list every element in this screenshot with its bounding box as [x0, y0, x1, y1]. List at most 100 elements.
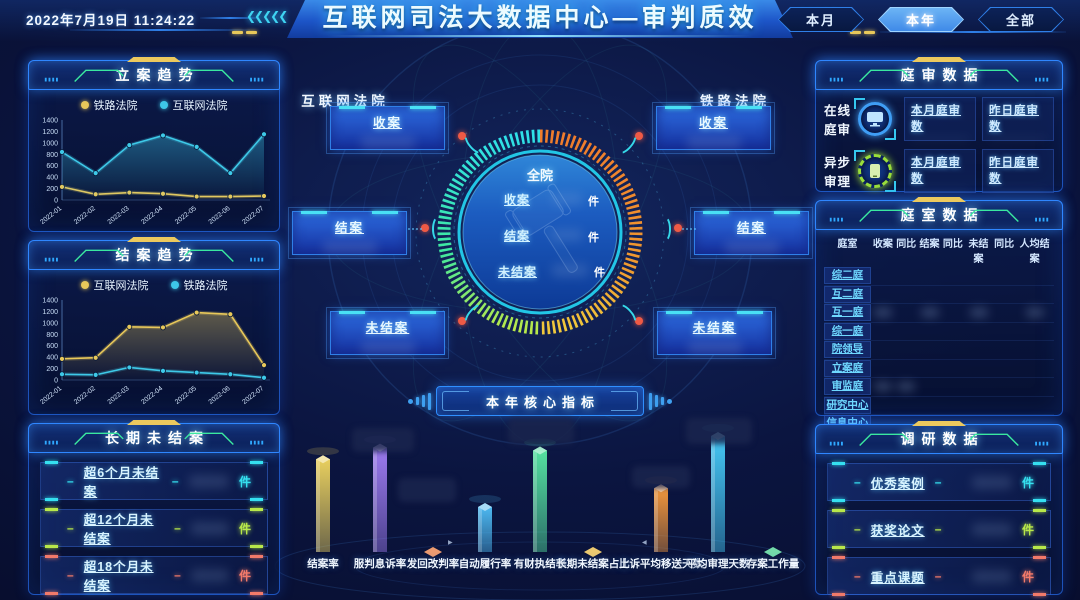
blurred-value	[971, 569, 1012, 583]
dept-column-header: 庭室	[837, 239, 858, 250]
dept-table-body: 综二庭互二庭互一庭综一庭院领导立案庭审监庭研究中心信息中心	[824, 267, 1054, 434]
panel-title: 庭室数据	[900, 207, 985, 223]
award-papers-link[interactable]: 获奖论文	[870, 523, 925, 538]
gauge-closed-link[interactable]: 结案	[504, 229, 531, 243]
header-underline-right	[880, 31, 1066, 33]
range-button-all[interactable]: 全部	[978, 7, 1064, 32]
internet-intake-box: 收案	[326, 102, 449, 154]
yesterday-hearing-count-link[interactable]: 昨日庭审数	[989, 105, 1039, 133]
dept-row-link[interactable]: 综二庭	[831, 269, 864, 282]
railway-intake-link[interactable]: 收案	[698, 116, 728, 130]
panel-title: 结案趋势	[115, 247, 200, 263]
legend-item[interactable]: 互联网法院	[159, 97, 228, 113]
blurred-tooltip	[686, 418, 752, 444]
core-metric-label: 发回改判率	[406, 558, 460, 570]
connector-line	[682, 228, 696, 230]
core-metric-label: 自动履行率	[458, 558, 512, 570]
range-button-year[interactable]: 本年	[878, 7, 964, 32]
dept-column-header: 结案	[919, 239, 940, 250]
tablet-icon	[854, 150, 896, 192]
gauge-pending-link[interactable]: 未结案	[498, 265, 538, 279]
panel-research-data: 调研数据 – 优秀案例 – 件 – 获奖论文 – 件 – 重点课题 – 件	[815, 424, 1063, 596]
legend-item[interactable]: 铁路法院	[170, 277, 228, 293]
panel-frame-decoration	[829, 209, 1049, 223]
dept-row-link[interactable]: 研究中心	[826, 398, 869, 411]
filing-trend-chart[interactable]: 0 200 400 600 800 1000 1200 1400 2022-01 2022-02 2…	[32, 114, 278, 226]
monitor-icon	[854, 98, 896, 140]
svg-text:1400: 1400	[42, 118, 58, 125]
legend-item[interactable]: 互联网法院	[80, 277, 149, 293]
dept-column-header: 同比	[942, 239, 963, 250]
dept-column-header: 同比	[896, 239, 917, 250]
svg-text:2022-01: 2022-01	[39, 385, 63, 406]
svg-text:2022-05: 2022-05	[174, 205, 198, 226]
internet-pending-link[interactable]: 未结案	[365, 321, 410, 335]
dept-row-link[interactable]: 立案庭	[831, 361, 864, 374]
railway-pending-box: 未结案	[653, 307, 776, 359]
blurred-tooltip	[352, 428, 414, 452]
month-hearing-count-link[interactable]: 本月庭审数	[911, 157, 961, 185]
svg-text:1000: 1000	[42, 320, 58, 327]
panel-title: 长期未结案	[105, 430, 210, 446]
blurred-value	[897, 382, 916, 392]
svg-text:2022-01: 2022-01	[39, 205, 63, 226]
dept-row-link[interactable]: 互二庭	[831, 287, 864, 300]
dept-row-link[interactable]: 互一庭	[831, 306, 864, 319]
dept-table-row: 立案庭	[824, 359, 1054, 378]
stat-row-key-projects: – 重点课题 – 件	[827, 556, 1051, 596]
blurred-value	[911, 190, 969, 192]
internet-intake-link[interactable]: 收案	[372, 116, 402, 130]
closing-trend-chart[interactable]: 0 200 400 600 800 1000 1200 1400 2022-01 2022-02 2…	[32, 294, 278, 408]
dept-table-row: 审监庭	[824, 378, 1054, 397]
gauge-title: 全院	[526, 168, 553, 183]
svg-text:1000: 1000	[42, 140, 58, 147]
railway-pending-link[interactable]: 未结案	[692, 321, 737, 335]
dept-table-row: 互二庭	[824, 285, 1054, 304]
panel-title: 庭审数据	[900, 67, 985, 83]
yesterday-hearing-count-link[interactable]: 昨日庭审数	[989, 157, 1039, 185]
svg-text:◀: ◀	[642, 540, 647, 546]
over-12-months-link[interactable]: 超12个月未结案	[83, 513, 154, 546]
internet-court-label: 互联网法院	[301, 94, 389, 109]
svg-text:2022-05: 2022-05	[174, 385, 198, 406]
svg-text:600: 600	[46, 163, 58, 170]
connector-dot	[421, 224, 429, 232]
svg-text:0: 0	[54, 198, 58, 205]
blurred-value	[969, 308, 988, 318]
svg-text:2022-04: 2022-04	[140, 205, 164, 226]
over-18-months-link[interactable]: 超18个月未结案	[83, 560, 154, 593]
month-hearing-count-link[interactable]: 本月庭审数	[911, 105, 961, 133]
blurred-tooltip	[632, 466, 690, 488]
blurred-value	[188, 474, 229, 488]
railway-closed-link[interactable]: 结案	[736, 221, 766, 235]
over-6-months-link[interactable]: 超6个月未结案	[83, 466, 160, 499]
svg-text:400: 400	[46, 355, 58, 362]
connector-dot	[458, 317, 466, 325]
blurred-value	[989, 138, 1047, 140]
blurred-value	[971, 522, 1012, 536]
dept-row-link[interactable]: 审监庭	[831, 380, 864, 393]
stat-row-excellent-cases: – 优秀案例 – 件	[827, 462, 1051, 502]
excellent-cases-link[interactable]: 优秀案例	[870, 476, 925, 491]
panel-title: 调研数据	[900, 431, 985, 447]
yellow-dash-decoration	[850, 31, 861, 34]
svg-text:2022-06: 2022-06	[208, 205, 232, 226]
key-projects-link[interactable]: 重点课题	[870, 570, 925, 585]
range-button-month[interactable]: 本月	[778, 7, 864, 32]
svg-text:2022-02: 2022-02	[73, 205, 97, 226]
dept-row-link[interactable]: 综一庭	[831, 324, 864, 337]
svg-text:0: 0	[54, 378, 58, 385]
blurred-value	[552, 229, 582, 241]
gauge-intake-link[interactable]: 收案	[504, 193, 531, 207]
dept-table-row: 互一庭	[824, 304, 1054, 323]
dept-table-row: 综一庭	[824, 322, 1054, 341]
blurred-value	[686, 136, 741, 149]
legend-item[interactable]: 铁路法院	[80, 97, 138, 113]
internet-closed-link[interactable]: 结案	[334, 221, 364, 235]
panel-frame-decoration	[44, 249, 264, 263]
dept-table-row: 研究中心	[824, 396, 1054, 415]
dept-row-link[interactable]: 院领导	[831, 343, 864, 356]
railway-closed-box: 结案	[690, 207, 813, 259]
connector-dot	[674, 224, 682, 232]
blurred-value	[911, 138, 969, 140]
